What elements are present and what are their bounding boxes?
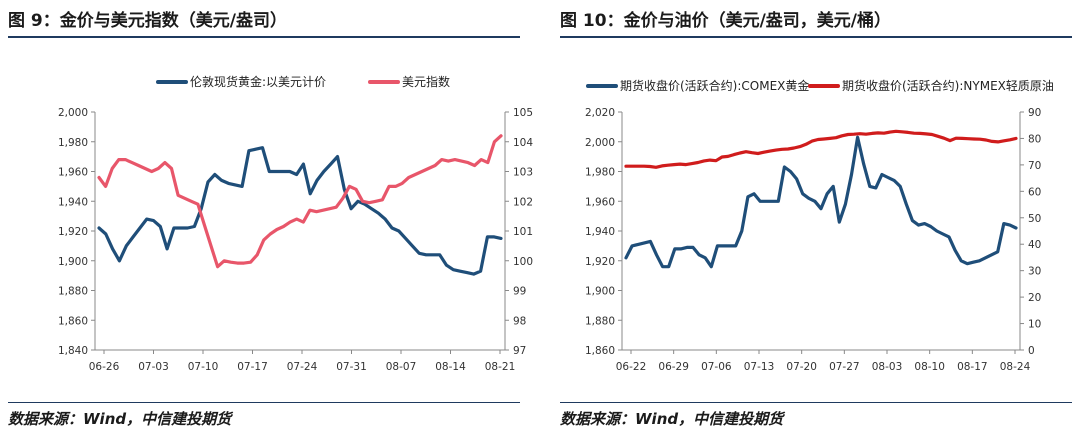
y-right-tick-label: 102 [513,196,533,208]
chart-gold-vs-oil: 1,860 1,880 1,900 1,920 1,940 1,960 1,980 2,000… [585,78,1054,373]
panel-gold-vs-usd-index: 图 9：金价与美元指数（美元/盎司） 1,840 1,860 1,880 1,900 1… [8,0,533,435]
x-tick-label: 08-07 [386,361,417,373]
y-right-tick-label: 101 [513,226,533,238]
x-tick-label: 07-10 [188,361,219,373]
x-tick-label: 06-29 [658,361,689,373]
y-left-tick-label: 1,880 [58,286,88,298]
title-divider [8,36,520,38]
source-note: 数据来源：Wind，中信建投期货 [8,410,232,428]
y-left-tick-label: 1,960 [58,167,88,179]
legend-label-0: 期货收盘价(活跃合约):COMEX黄金 [620,78,809,93]
y-right-tick-label: 70 [1028,160,1041,172]
y-right-tick-label: 104 [513,137,533,149]
x-tick-label: 07-24 [287,361,318,373]
y-right-tick-label: 80 [1028,133,1041,145]
y-left-tick-label: 1,940 [58,196,88,208]
x-tick-label: 07-03 [138,361,169,373]
x-tick-label: 08-14 [435,361,466,373]
x-tick-label: 07-31 [336,361,367,373]
y-left-tick-label: 1,900 [58,256,88,268]
y-right-tick-label: 50 [1028,213,1041,225]
x-tick-label: 08-10 [914,361,945,373]
y-right-tick-label: 100 [513,256,533,268]
y-left-tick-label: 2,000 [585,137,615,149]
x-tick-label: 08-21 [485,361,516,373]
series-line-1 [624,129,1018,169]
y-left-tick-label: 1,960 [585,196,615,208]
y-left-tick-label: 1,920 [58,226,88,238]
y-left-tick-label: 1,980 [585,167,615,179]
x-tick-label: 07-17 [237,361,268,373]
x-tick-label: 08-03 [872,361,903,373]
x-tick-label: 07-27 [829,361,860,373]
y-right-tick-label: 105 [513,107,533,119]
panel-gold-vs-oil: 图 10：金价与油价（美元/盎司，美元/桶） 1,860 1,880 1,900 1,… [560,0,1080,435]
title-divider [560,36,1072,38]
series-line-0 [624,135,1018,269]
y-left-tick-label: 1,880 [585,315,615,327]
y-right-tick-label: 97 [513,345,526,357]
source-note: 数据来源：Wind，中信建投期货 [560,410,784,428]
series-line-1 [97,134,503,269]
y-left-tick-label: 1,840 [58,345,88,357]
source-divider [8,402,520,403]
x-tick-label: 07-20 [786,361,817,373]
chart-title: 图 10：金价与油价（美元/盎司，美元/桶） [560,11,891,31]
y-right-tick-label: 30 [1028,266,1041,278]
y-left-tick-label: 1,860 [58,315,88,327]
legend-label-1: 美元指数 [402,74,450,89]
series-line-0 [97,146,503,276]
y-right-tick-label: 40 [1028,239,1041,251]
y-right-tick-label: 20 [1028,292,1041,304]
y-left-tick-label: 1,860 [585,345,615,357]
y-left-tick-label: 1,920 [585,256,615,268]
y-left-tick-label: 1,900 [585,286,615,298]
y-right-tick-label: 99 [513,286,526,298]
y-right-tick-label: 0 [1028,345,1035,357]
y-left-tick-label: 1,940 [585,226,615,238]
x-tick-label: 07-06 [701,361,732,373]
x-tick-label: 06-22 [616,361,647,373]
y-left-tick-label: 2,020 [585,107,615,119]
x-tick-label: 07-13 [744,361,775,373]
y-left-tick-label: 2,000 [58,107,88,119]
y-right-tick-label: 98 [513,315,526,327]
x-tick-label: 06-26 [89,361,120,373]
y-right-tick-label: 60 [1028,186,1041,198]
chart-title: 图 9：金价与美元指数（美元/盎司） [8,11,287,31]
legend-label-0: 伦敦现货黄金:以美元计价 [190,74,326,89]
x-tick-label: 08-24 [1000,361,1031,373]
y-left-tick-label: 1,980 [58,137,88,149]
legend-label-1: 期货收盘价(活跃合约):NYMEX轻质原油 [842,78,1054,93]
source-divider [560,402,1072,403]
chart-gold-vs-usd-index: 1,840 1,860 1,880 1,900 1,920 1,940 1,960 1,980… [58,74,533,373]
y-right-tick-label: 103 [513,167,533,179]
y-right-tick-label: 90 [1028,107,1041,119]
x-tick-label: 08-17 [957,361,988,373]
y-right-tick-label: 10 [1028,319,1041,331]
